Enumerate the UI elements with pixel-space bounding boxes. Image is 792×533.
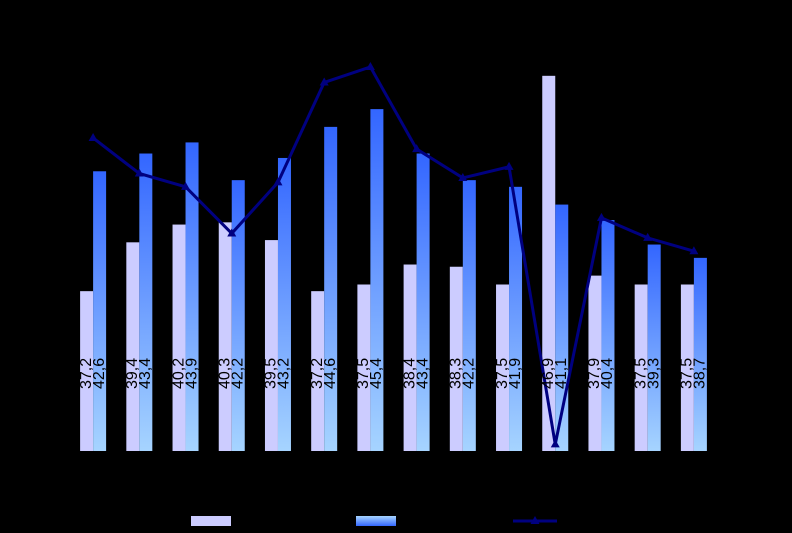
data-label: 38,7: [692, 358, 709, 389]
data-label: 41,9: [507, 358, 524, 389]
bar: [277, 157, 291, 451]
data-label: 37,5: [355, 358, 372, 389]
legend-swatch: [356, 516, 396, 526]
line: [92, 65, 695, 445]
marker: [504, 161, 514, 170]
data-label: 38,3: [448, 358, 465, 389]
marker: [134, 168, 144, 177]
bar: [509, 186, 523, 451]
data-label: 43,9: [183, 358, 200, 389]
bar: [601, 220, 615, 451]
marker: [273, 177, 283, 186]
data-label: 40,3: [216, 358, 233, 389]
data-label: 39,4: [124, 358, 141, 389]
marker: [319, 77, 329, 86]
data-label: 44,6: [322, 358, 339, 389]
bar: [588, 275, 602, 451]
data-label: 41,1: [553, 358, 570, 389]
bar: [231, 180, 245, 451]
bar: [416, 153, 430, 451]
data-label: 37,9: [586, 358, 603, 389]
legend-swatch: [191, 516, 231, 526]
bar: [647, 244, 661, 451]
bar: [370, 109, 384, 452]
bar: [462, 180, 476, 451]
data-label: 37,2: [78, 358, 95, 389]
marker: [596, 212, 606, 221]
data-label: 38,4: [401, 358, 418, 389]
bar: [542, 75, 556, 451]
marker: [365, 61, 375, 70]
data-label: 43,4: [414, 358, 431, 389]
data-label: 42,6: [91, 358, 108, 389]
marker: [689, 246, 699, 255]
data-label: 39,5: [263, 358, 280, 389]
bar: [311, 291, 325, 451]
data-label: 37,5: [632, 358, 649, 389]
data-label: 37,5: [494, 358, 511, 389]
bar: [218, 222, 232, 451]
data-label: 37,2: [309, 358, 326, 389]
data-label: 46,9: [540, 358, 557, 389]
legend-marker: [530, 516, 540, 524]
bar: [634, 284, 648, 451]
bar: [93, 171, 107, 451]
bar: [264, 240, 278, 451]
data-label: 40,2: [170, 358, 187, 389]
data-label: 45,4: [368, 358, 385, 389]
marker: [181, 181, 191, 190]
bar: [693, 257, 707, 451]
bar: [172, 224, 186, 451]
bar: [324, 126, 338, 451]
bar: [496, 284, 510, 451]
data-label: 42,2: [461, 358, 478, 389]
bar: [139, 153, 153, 451]
marker: [643, 232, 653, 241]
data-label: 42,2: [229, 358, 246, 389]
marker: [550, 439, 560, 448]
data-label: 43,2: [276, 358, 293, 389]
marker: [412, 144, 422, 153]
data-label: 37,5: [679, 358, 696, 389]
bar: [680, 284, 694, 451]
data-label: 43,4: [137, 358, 154, 389]
bar: [126, 242, 140, 451]
bar: [449, 266, 463, 451]
marker: [88, 132, 98, 141]
marker: [227, 228, 237, 237]
bar: [403, 264, 417, 451]
bar: [357, 284, 371, 451]
data-label: 40,4: [599, 358, 616, 389]
marker: [458, 172, 468, 181]
bar: [80, 291, 94, 451]
bar: [185, 142, 199, 452]
data-label: 39,3: [645, 358, 662, 389]
